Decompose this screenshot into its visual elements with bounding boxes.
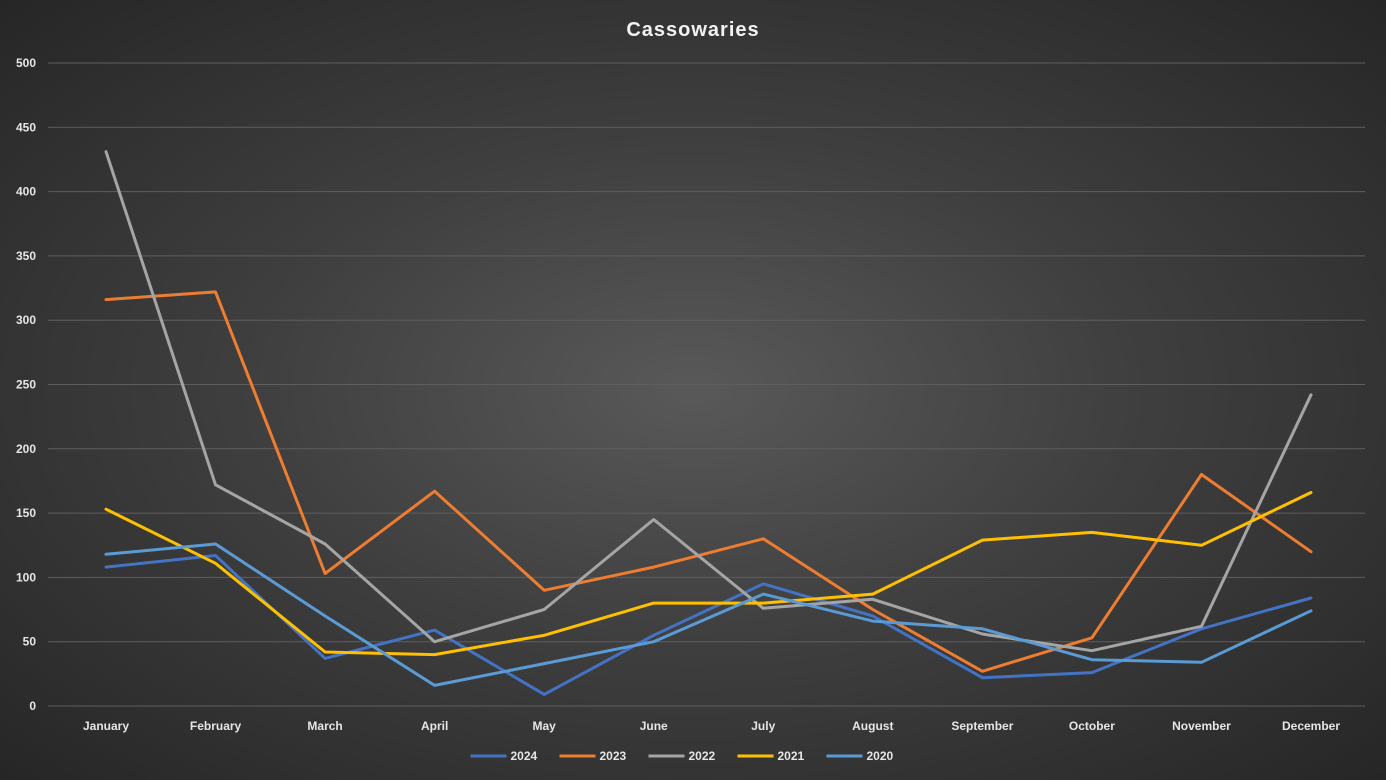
x-tick-label: January <box>83 719 129 733</box>
y-tick-label: 300 <box>16 313 36 327</box>
y-tick-label: 0 <box>29 699 36 713</box>
legend-item-2020: 2020 <box>826 749 894 763</box>
legend-item-2022: 2022 <box>648 749 716 763</box>
x-tick-label: October <box>1069 719 1115 733</box>
y-tick-label: 100 <box>16 570 36 584</box>
series-line-2021 <box>104 491 1313 657</box>
x-tick-label: May <box>533 719 557 733</box>
legend-label: 2023 <box>600 749 627 763</box>
x-tick-label: March <box>307 719 342 733</box>
series-lines <box>104 150 1313 696</box>
legend: 2024 2023 2022 2021 2020 <box>470 749 894 763</box>
y-tick-label: 50 <box>23 635 37 649</box>
y-tick-label: 350 <box>16 249 36 263</box>
x-tick-label: July <box>751 719 775 733</box>
x-tick-label: November <box>1172 719 1231 733</box>
x-tick-label: September <box>951 719 1013 733</box>
y-tick-label: 150 <box>16 506 36 520</box>
legend-item-2024: 2024 <box>470 749 538 763</box>
legend-label: 2021 <box>778 749 805 763</box>
chart-title: Cassowaries <box>626 19 759 41</box>
x-tick-label: April <box>421 719 448 733</box>
legend-item-2021: 2021 <box>737 749 805 763</box>
x-tick-label: December <box>1282 719 1340 733</box>
x-tick-label: August <box>852 719 893 733</box>
y-tick-label: 500 <box>16 56 36 70</box>
y-axis-ticks: 0 50 100 150 200 250 300 350 400 450 500 <box>16 56 36 713</box>
x-axis-ticks: January February March April May June July Augu… <box>83 719 1340 733</box>
series-line-2022 <box>104 150 1313 653</box>
legend-item-2023: 2023 <box>559 749 627 763</box>
y-tick-label: 200 <box>16 442 36 456</box>
series-line-2024 <box>104 554 1313 696</box>
series-line-2023 <box>104 290 1313 673</box>
y-tick-label: 250 <box>16 378 36 392</box>
x-tick-label: June <box>640 719 668 733</box>
legend-label: 2024 <box>511 749 538 763</box>
series-line-2020 <box>104 542 1313 687</box>
y-tick-label: 400 <box>16 185 36 199</box>
x-tick-label: February <box>190 719 242 733</box>
y-tick-label: 450 <box>16 120 36 134</box>
legend-label: 2020 <box>867 749 894 763</box>
legend-label: 2022 <box>689 749 716 763</box>
